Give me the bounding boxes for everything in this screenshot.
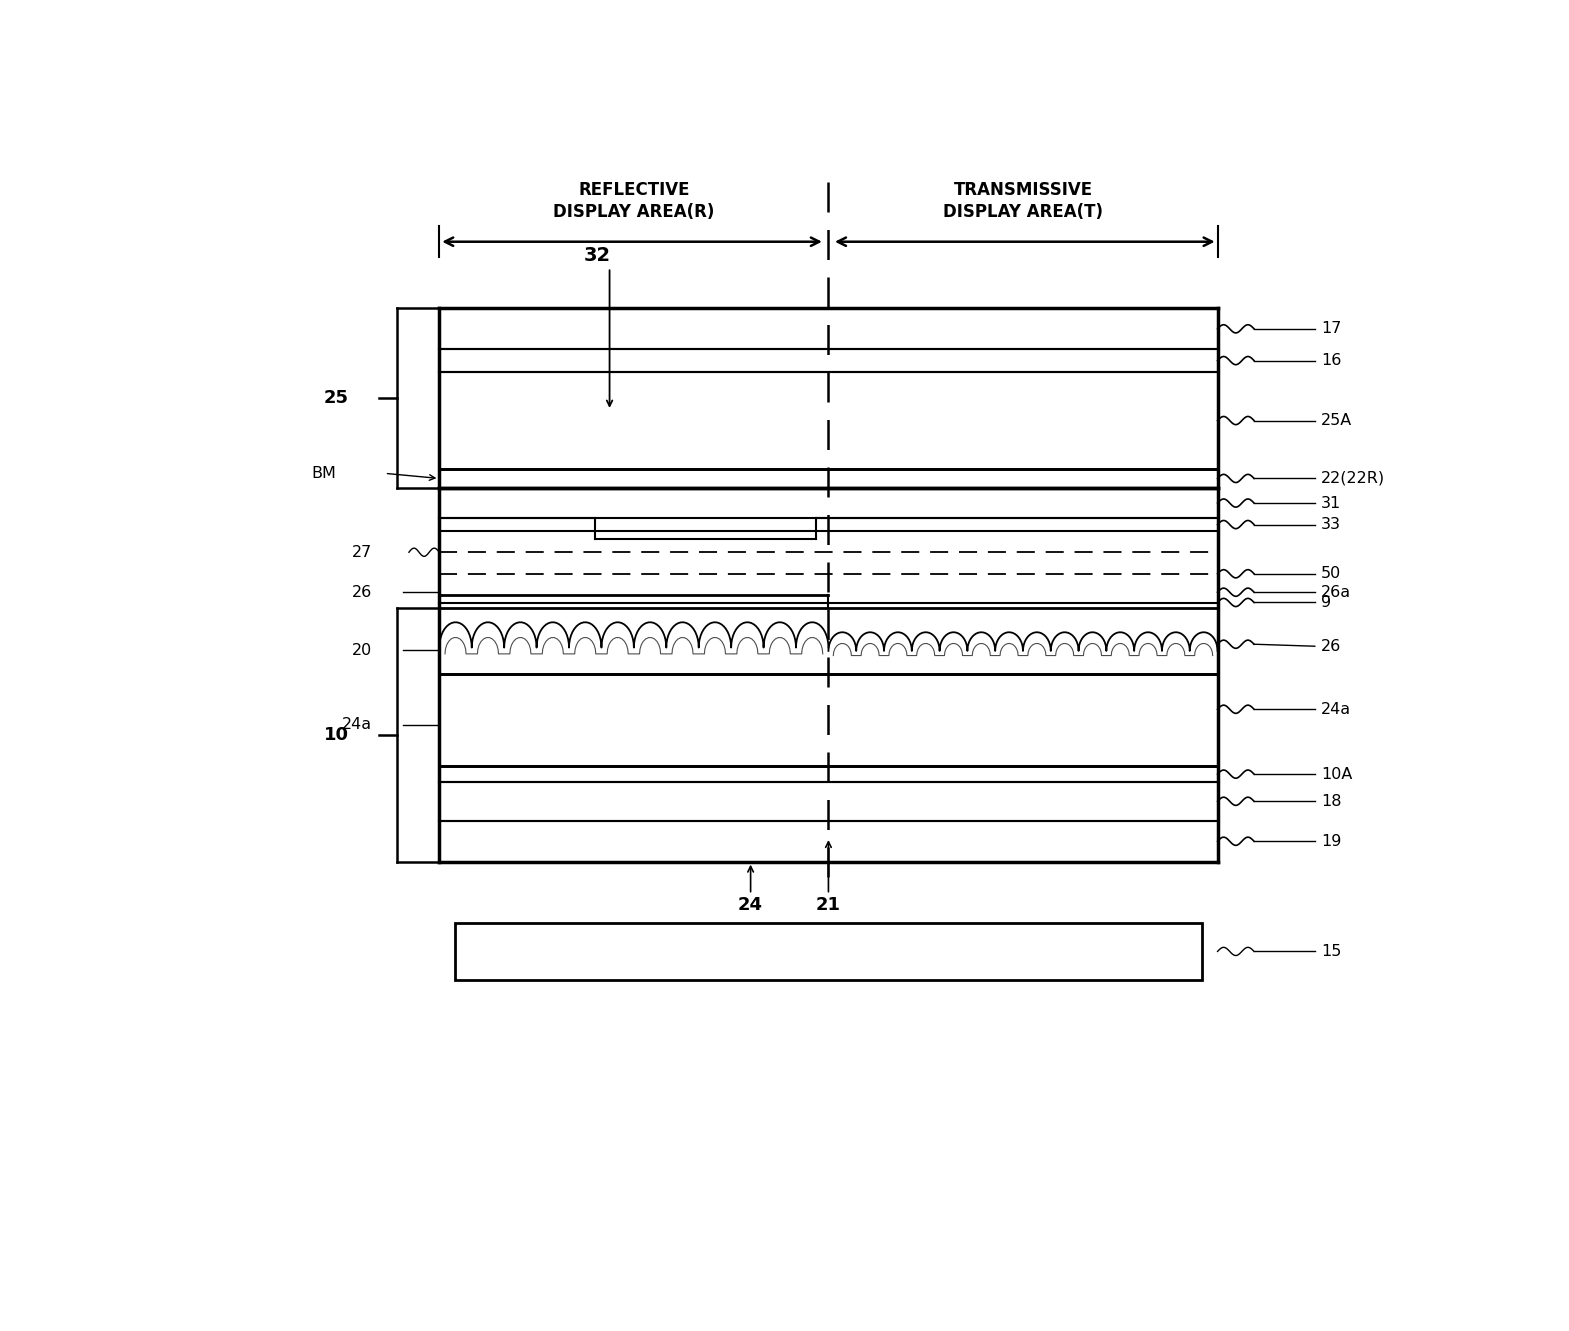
Bar: [439, 781, 1218, 821]
Text: 26: 26: [1321, 639, 1341, 654]
Text: 24: 24: [737, 896, 763, 914]
Text: 32: 32: [584, 245, 610, 265]
Text: REFLECTIVE
DISPLAY AREA(R): REFLECTIVE DISPLAY AREA(R): [554, 181, 714, 221]
Text: 9: 9: [1321, 595, 1331, 610]
Text: 15: 15: [1321, 944, 1341, 958]
Text: 21: 21: [816, 896, 841, 914]
Bar: [439, 470, 1218, 487]
Text: 31: 31: [1321, 495, 1341, 511]
Bar: [439, 371, 1218, 470]
Bar: [439, 519, 1218, 531]
Text: 25A: 25A: [1321, 413, 1352, 429]
Bar: [439, 487, 1218, 519]
Text: 10: 10: [323, 725, 348, 744]
Bar: [439, 349, 1218, 371]
Text: 24a: 24a: [342, 717, 372, 732]
Bar: [439, 767, 1218, 781]
Bar: [439, 607, 1218, 675]
Text: 26: 26: [351, 584, 372, 600]
Text: 50: 50: [1321, 566, 1341, 582]
Text: TRANSMISSIVE
DISPLAY AREA(T): TRANSMISSIVE DISPLAY AREA(T): [943, 181, 1103, 221]
Text: 27: 27: [351, 544, 372, 560]
Text: 17: 17: [1321, 321, 1341, 337]
Bar: [455, 924, 1202, 980]
Text: 16: 16: [1321, 353, 1341, 369]
Text: 24a: 24a: [1321, 701, 1351, 717]
Polygon shape: [595, 487, 816, 539]
Bar: [439, 675, 1218, 767]
Text: 20: 20: [351, 643, 372, 658]
Bar: [439, 821, 1218, 861]
Text: 22(22R): 22(22R): [1321, 471, 1385, 486]
Text: 33: 33: [1321, 516, 1341, 532]
Text: 18: 18: [1321, 793, 1341, 809]
Text: 19: 19: [1321, 833, 1341, 849]
Polygon shape: [439, 598, 1218, 651]
Text: 10A: 10A: [1321, 767, 1352, 781]
Text: BM: BM: [311, 466, 336, 480]
Bar: [439, 309, 1218, 349]
Text: 25: 25: [323, 389, 348, 407]
Text: 26a: 26a: [1321, 584, 1351, 600]
